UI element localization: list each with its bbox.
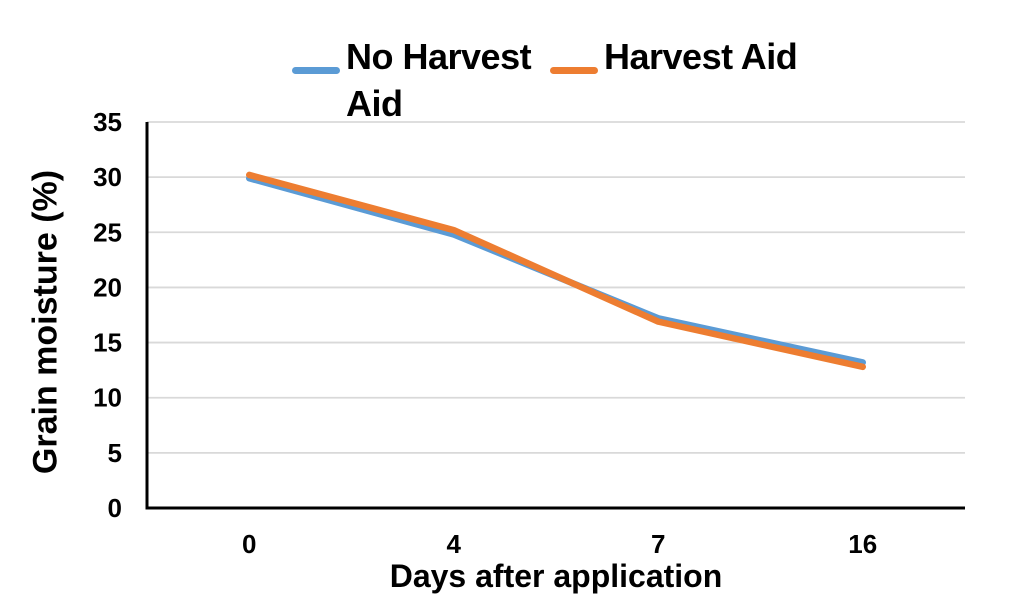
y-axis-title: Grain moisture (%) — [26, 169, 65, 475]
y-tick-label-35: 35 — [93, 107, 122, 137]
legend-label-harvest-aid: Harvest Aid — [604, 36, 798, 77]
x-tick-label-16: 16 — [848, 529, 877, 559]
y-tick-label-30: 30 — [93, 162, 122, 192]
chart-legend: No Harvest Aid Harvest Aid — [292, 34, 798, 128]
series-line-harvest-aid — [246, 171, 866, 371]
y-tick-label-25: 25 — [93, 217, 122, 247]
series-line-no-harvest-aid — [246, 174, 866, 366]
y-tick-label-5: 5 — [108, 438, 122, 468]
legend-swatch-harvest-aid-icon — [550, 67, 598, 74]
y-tick-label-20: 20 — [93, 272, 122, 302]
y-tick-label-0: 0 — [108, 493, 122, 523]
x-axis-title: Days after application — [389, 558, 723, 594]
x-tick-label-0: 0 — [242, 529, 256, 559]
y-tick-label-10: 10 — [93, 383, 122, 413]
legend-swatch-no-harvest-aid-icon — [292, 67, 340, 74]
legend-item-harvest-aid: Harvest Aid — [550, 34, 798, 128]
legend-item-no-harvest-aid: No Harvest Aid — [292, 34, 550, 128]
y-tick-label-15: 15 — [93, 328, 122, 358]
x-tick-label-7: 7 — [651, 529, 665, 559]
x-tick-label-4: 4 — [447, 529, 462, 559]
legend-label-no-harvest-aid: No Harvest Aid — [346, 36, 532, 124]
